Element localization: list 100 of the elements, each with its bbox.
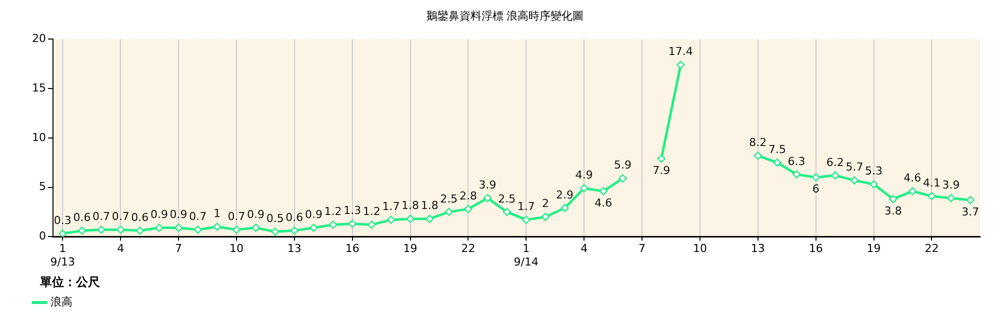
y-tick-label: 0 bbox=[38, 229, 46, 242]
point bbox=[252, 224, 260, 232]
point bbox=[213, 222, 222, 231]
x-tick-label: 10 bbox=[692, 242, 707, 256]
y-tick-label: 15 bbox=[32, 81, 46, 94]
data-label: 3.8 bbox=[884, 204, 902, 218]
data-label: 1.2 bbox=[362, 205, 380, 218]
point bbox=[928, 192, 936, 200]
point bbox=[599, 187, 608, 196]
data-label: 1.7 bbox=[517, 200, 535, 214]
point bbox=[348, 220, 356, 228]
x-tick-label: 22 bbox=[924, 242, 939, 256]
point bbox=[310, 224, 318, 232]
y-tick-label: 5 bbox=[38, 180, 46, 194]
data-label: 0.9 bbox=[150, 208, 168, 222]
y-tick-label: 20 bbox=[32, 32, 46, 46]
point bbox=[946, 194, 956, 202]
data-label: 1.2 bbox=[324, 205, 342, 218]
data-label: 0.7 bbox=[92, 210, 110, 224]
point bbox=[483, 194, 492, 202]
data-label: 5.9 bbox=[614, 158, 632, 172]
text: 單位：公尺 bbox=[39, 275, 101, 290]
point bbox=[618, 174, 627, 182]
point bbox=[174, 224, 183, 232]
data-label: 3.9 bbox=[478, 178, 496, 192]
data-label: 5.3 bbox=[865, 164, 883, 178]
x-tick-label: 19 bbox=[403, 242, 418, 256]
x-tick-label: 13 bbox=[750, 242, 765, 256]
data-label: 5.7 bbox=[846, 160, 864, 174]
point bbox=[522, 216, 530, 224]
data-label: 0.6 bbox=[73, 211, 91, 224]
data-label: 1.8 bbox=[420, 199, 438, 212]
point bbox=[502, 208, 511, 216]
data-label: 2.5 bbox=[498, 192, 516, 206]
point bbox=[580, 184, 588, 192]
data-label: 4.1 bbox=[922, 176, 940, 190]
data-label: 17.4 bbox=[668, 45, 693, 58]
data-label: 0.7 bbox=[189, 210, 207, 224]
point bbox=[290, 226, 299, 235]
data-label: 0.9 bbox=[170, 208, 188, 222]
point bbox=[850, 176, 859, 184]
point bbox=[406, 214, 414, 223]
data-label: 6 bbox=[812, 182, 820, 196]
data-label: 4.6 bbox=[904, 172, 922, 185]
point bbox=[386, 216, 396, 224]
point bbox=[425, 214, 434, 223]
point bbox=[232, 226, 241, 234]
chart-title: 鵝鑾鼻資料浮標 浪高時序變化圖 bbox=[426, 9, 584, 22]
point bbox=[194, 226, 202, 234]
point bbox=[754, 152, 762, 160]
point bbox=[136, 226, 144, 235]
data-label: 0.3 bbox=[54, 214, 72, 227]
data-label: 2.8 bbox=[459, 189, 477, 202]
point bbox=[966, 196, 974, 204]
data-label: 0.9 bbox=[304, 208, 322, 222]
x-tick-label: 1 9/13 bbox=[50, 242, 76, 268]
data-label: 2.5 bbox=[440, 192, 458, 206]
point bbox=[464, 204, 472, 214]
data-label: 1.8 bbox=[402, 199, 420, 212]
data-label: 1 bbox=[214, 207, 221, 220]
data-label: 8.2 bbox=[749, 136, 767, 150]
point bbox=[328, 220, 338, 229]
point bbox=[270, 228, 280, 236]
data-label: 4.9 bbox=[575, 168, 593, 182]
point bbox=[773, 158, 782, 167]
data-label: 2.9 bbox=[556, 188, 574, 202]
data-label: 0.7 bbox=[228, 210, 246, 224]
point bbox=[657, 154, 666, 163]
data-label: 4.6 bbox=[594, 196, 612, 210]
point bbox=[58, 230, 67, 237]
point bbox=[792, 170, 801, 179]
x-tick-label: 4 bbox=[117, 242, 124, 256]
data-label: 2 bbox=[542, 197, 549, 210]
x-tick-label: 7 bbox=[638, 242, 646, 256]
point bbox=[444, 208, 454, 216]
x-tick-label: 7 bbox=[175, 242, 182, 256]
data-label: 0.6 bbox=[286, 211, 304, 224]
point bbox=[831, 171, 840, 180]
x-tick-label: 4 bbox=[580, 242, 588, 256]
x-tick-label: 1 9/14 bbox=[514, 242, 539, 268]
data-label: 7.5 bbox=[768, 142, 786, 156]
x-tick-label: 13 bbox=[287, 242, 302, 256]
data-label: 7.9 bbox=[652, 164, 670, 177]
x-tick-label: 10 bbox=[229, 242, 244, 256]
data-label: 1.7 bbox=[382, 200, 400, 214]
data-label: 6.3 bbox=[788, 154, 806, 168]
point bbox=[908, 187, 917, 196]
data-label: 0.6 bbox=[131, 211, 149, 224]
data-label: 0.7 bbox=[112, 210, 130, 224]
y-tick-label: 10 bbox=[32, 130, 46, 144]
point bbox=[812, 173, 820, 182]
data-label: 0.9 bbox=[247, 208, 265, 222]
x-tick-label: 22 bbox=[461, 242, 476, 256]
point bbox=[541, 212, 550, 221]
point bbox=[870, 180, 878, 188]
x-tick-label: 16 bbox=[345, 242, 360, 256]
x-tick-label: 19 bbox=[866, 242, 881, 256]
point bbox=[78, 226, 86, 235]
point bbox=[155, 224, 164, 232]
point bbox=[560, 204, 569, 212]
